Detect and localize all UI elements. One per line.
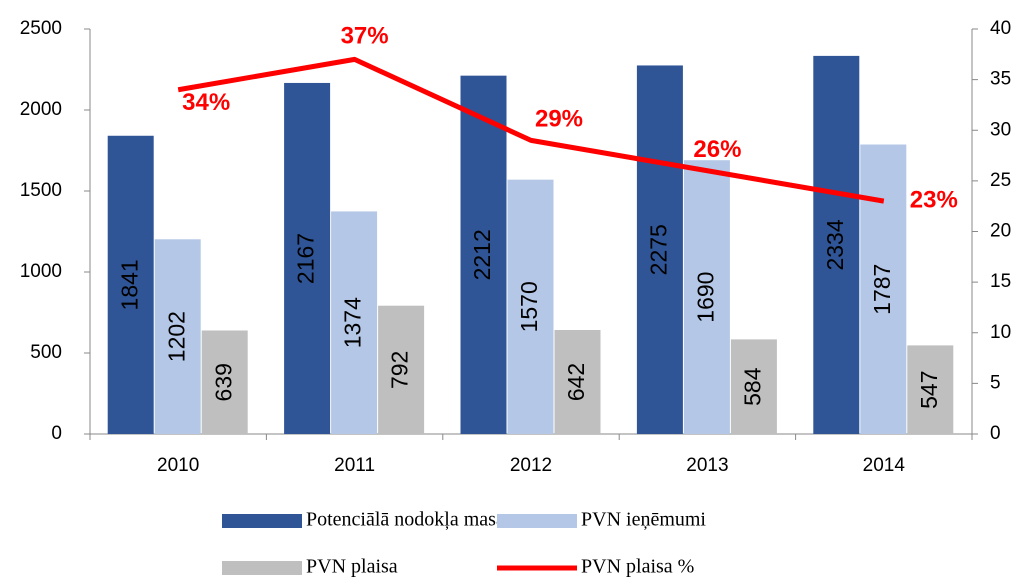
legend-label: PVN plaisa % [581,556,694,578]
bar [554,329,601,434]
legend-label: PVN ieņēmumi [581,509,706,531]
bar-value-label: 547 [916,371,942,409]
bar-value-label: 1841 [116,259,142,310]
line-value-label: 34% [182,89,230,116]
y-tick-label: 0 [51,423,62,444]
bar [378,305,425,434]
y-tick-label: 500 [30,342,62,363]
bar-value-label: 1570 [516,281,542,332]
legend-label: Potenciālā nodokļa masa [306,509,505,531]
bar [813,55,860,434]
line-value-label: 26% [693,136,741,163]
y-tick-label: 2500 [20,18,62,39]
bar-value-label: 584 [739,367,765,406]
x-tick-label: 2011 [334,455,375,476]
line-value-label: 37% [341,23,389,50]
bar [683,160,730,434]
y2-tick-label: 30 [990,119,1011,140]
y2-tick-label: 10 [990,322,1011,343]
y2-tick-label: 25 [990,170,1011,191]
legend-swatch [497,514,577,528]
bar-value-label: 639 [210,363,236,401]
x-tick-label: 2013 [686,455,728,476]
bar [460,75,507,434]
y2-tick-label: 40 [990,18,1011,39]
bar [201,330,248,434]
x-tick-label: 2010 [157,455,199,476]
bar [154,239,201,434]
bar-value-label: 2167 [293,233,319,284]
y-tick-label: 2000 [20,99,62,120]
legend-label: PVN plaisa [306,556,398,578]
legend-swatch [222,561,302,575]
bar-value-label: 1374 [340,297,366,348]
bar [331,211,378,434]
y2-tick-label: 5 [990,372,1001,393]
x-tick-label: 2012 [510,455,552,476]
bar-value-label: 792 [387,351,413,389]
bar [107,135,154,434]
line-value-label: 23% [910,186,958,213]
bar-value-label: 1787 [869,264,895,315]
legend-swatch [222,514,302,528]
bar-value-label: 2334 [822,219,848,270]
bar [907,345,954,434]
x-tick-label: 2014 [863,455,906,476]
line [177,56,885,204]
y-tick-label: 1000 [20,261,62,282]
bar [860,144,907,435]
bar-value-label: 1690 [692,272,718,323]
bar [730,339,777,434]
bar [636,65,683,434]
y2-tick-label: 20 [990,221,1011,242]
bar [507,179,554,434]
y2-tick-label: 15 [990,271,1011,292]
line-value-label: 29% [535,106,583,133]
y-tick-label: 1500 [20,180,62,201]
bar-value-label: 1202 [163,311,189,362]
bar [284,82,331,435]
bar-value-label: 2212 [469,229,495,280]
y2-tick-label: 35 [990,69,1011,90]
y2-tick-label: 0 [990,423,1001,444]
bar-value-label: 642 [563,363,589,401]
bar-value-label: 2275 [645,224,671,275]
